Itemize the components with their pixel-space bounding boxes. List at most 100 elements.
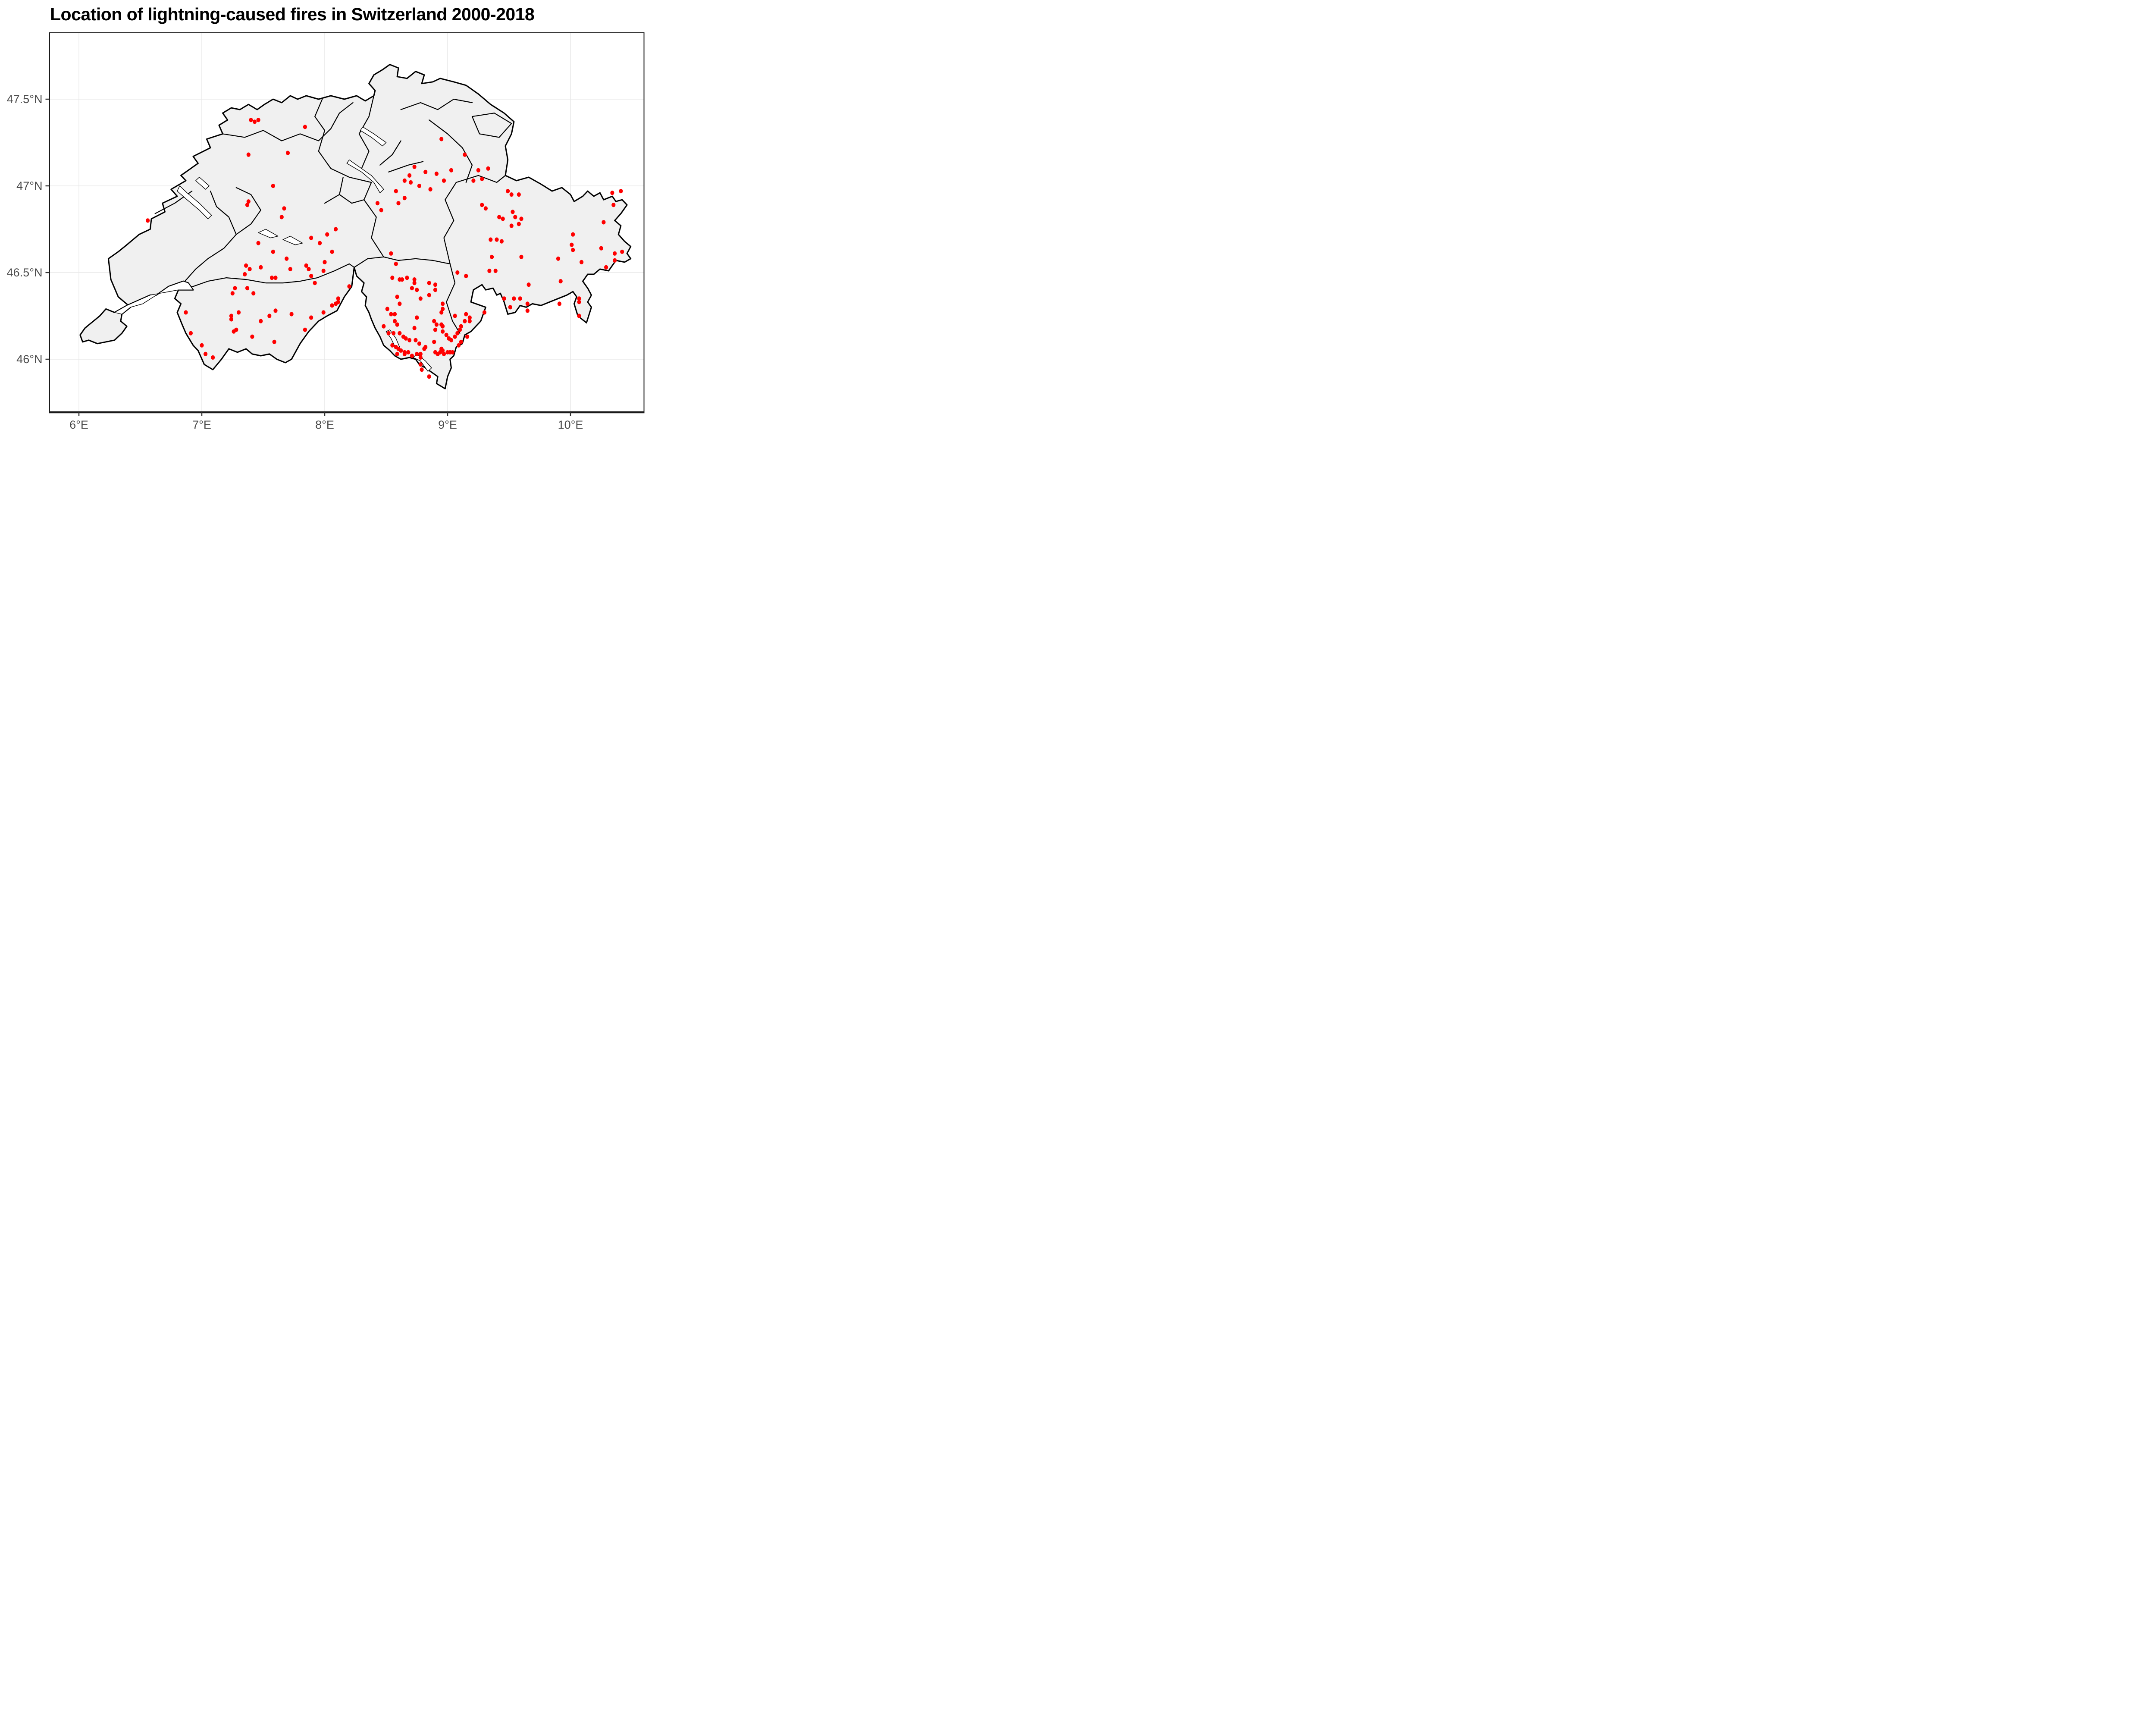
fire-point [441,324,445,329]
fire-point [415,288,419,292]
fire-point [379,208,383,213]
fire-point [394,189,398,194]
fire-point [519,216,523,221]
fire-point [417,183,422,188]
fire-point [444,332,448,337]
y-tick-label: 47.5°N [7,93,43,106]
fire-point [511,210,515,214]
fire-point [619,189,623,194]
fire-point [259,319,263,323]
fire-point [236,310,241,315]
fire-point [439,310,444,315]
fire-point [487,268,492,273]
fire-point [467,315,472,320]
fire-point [402,178,407,183]
lake-biel [195,177,210,190]
fire-point [330,249,334,254]
fire-point [321,310,326,315]
fire-point [389,251,393,256]
fire-point [418,355,423,360]
fire-point [246,199,251,204]
fire-point [402,196,407,201]
fire-point [432,319,436,323]
x-tick-label: 8°E [315,418,334,431]
fire-point [259,265,263,270]
fire-point [395,351,399,357]
fire-point [230,291,235,296]
fire-point [493,268,498,273]
fire-point [249,118,253,122]
fire-point [557,301,561,306]
fire-point [455,270,460,275]
fire-point [407,173,412,178]
fire-point [394,261,398,267]
fire-point [620,249,624,254]
fire-point [571,232,575,237]
fire-point [517,222,521,226]
canton-border [358,95,375,169]
fire-point [404,336,408,341]
fire-point [412,277,417,282]
fire-point [325,232,329,237]
canton-border [471,113,512,138]
fire-point [407,338,412,342]
fire-point [463,152,467,157]
fire-point [250,334,254,339]
fire-point [453,314,457,318]
fire-point [423,169,428,174]
fire-point [571,248,575,252]
fire-point [188,331,193,336]
fire-point [313,281,317,285]
fire-point [395,322,399,327]
canton-border [222,102,354,141]
fire-point [432,339,436,344]
fire-point [289,312,294,317]
fire-point [336,296,340,301]
fire-point [392,319,397,323]
fire-point [495,237,499,242]
fire-point [406,350,411,355]
fire-point [375,201,380,206]
x-tick-label: 6°E [69,418,88,431]
canton-border [183,191,237,284]
fire-point [412,281,417,285]
fire-point [457,343,461,348]
fire-point [417,341,422,346]
fire-point [412,164,417,169]
fire-point [400,277,404,282]
fire-point [525,301,530,306]
fire-point [433,288,438,292]
x-tick-label: 9°E [438,418,457,431]
fire-point [465,334,470,339]
fire-point [412,326,417,330]
fire-point [497,215,501,220]
fire-point [398,301,402,306]
fire-point [441,348,445,353]
fire-point [392,312,397,317]
y-tick-label: 47°N [16,179,42,192]
canton-border [446,263,461,334]
fire-point [232,329,236,334]
fire-point [490,254,494,259]
fire-point [246,152,251,157]
fire-point [508,305,512,310]
fire-point [501,216,505,221]
fire-point [427,293,431,298]
fire-point [450,350,454,355]
fire-point [499,239,504,244]
fire-point [464,312,468,317]
fire-point [613,251,617,256]
fire-point [604,265,608,270]
fire-point [251,291,256,296]
fire-point [245,286,250,291]
fire-point [580,260,584,265]
fire-point [267,314,272,318]
fire-point [418,296,423,301]
fire-point [509,223,514,228]
canton-border [429,119,473,183]
fire-point [347,284,351,289]
fire-point [273,308,278,313]
fire-point [402,351,407,357]
fire-point [271,183,275,188]
fire-point [512,296,516,301]
